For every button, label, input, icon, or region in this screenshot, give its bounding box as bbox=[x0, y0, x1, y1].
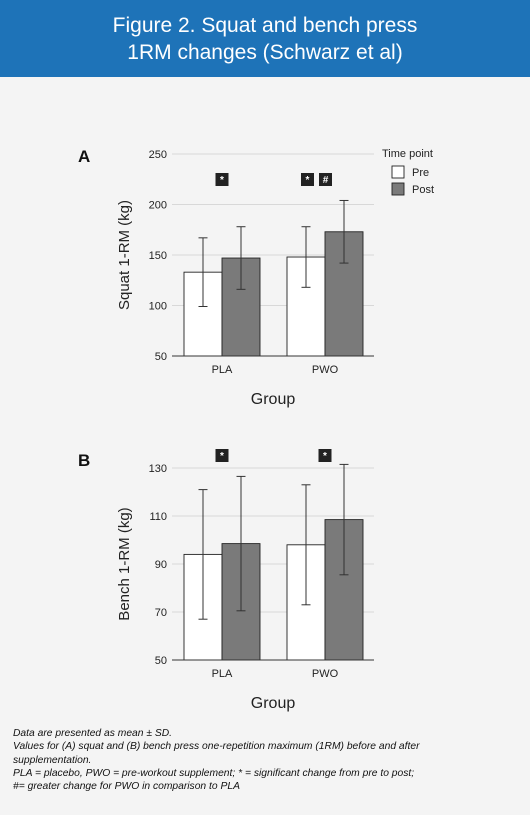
significance-marker: * bbox=[323, 451, 327, 462]
legend-label-post: Post bbox=[412, 184, 434, 196]
significance-marker: # bbox=[323, 175, 329, 186]
significance-marker: * bbox=[220, 451, 224, 462]
footnotes: Data are presented as mean ± SD. Values … bbox=[13, 727, 518, 793]
legend-title: Time point bbox=[382, 148, 433, 160]
figure-header: Figure 2. Squat and bench press 1RM chan… bbox=[0, 0, 530, 77]
y-tick-label: 90 bbox=[155, 559, 167, 571]
legend: Time point Pre Post bbox=[382, 148, 434, 196]
y-tick-label: 110 bbox=[149, 511, 167, 523]
y-tick-label: 50 bbox=[155, 351, 167, 363]
legend-swatch-pre bbox=[391, 165, 405, 179]
legend-swatch-post bbox=[391, 182, 405, 196]
x-tick-label: PWO bbox=[312, 364, 339, 376]
y-tick-label: 50 bbox=[155, 655, 167, 667]
significance-marker-box bbox=[318, 449, 332, 462]
y-tick-label: 150 bbox=[149, 250, 167, 262]
x-tick-label: PLA bbox=[212, 668, 233, 680]
x-axis-label: Group bbox=[251, 695, 296, 712]
footnote-line: Data are presented as mean ± SD. bbox=[13, 728, 173, 739]
panel-letter: A bbox=[78, 147, 90, 166]
figure-title-line-1: Figure 2. Squat and bench press bbox=[112, 13, 418, 37]
figure-title-line-2: 1RM changes (Schwarz et al) bbox=[127, 40, 403, 64]
x-tick-label: PLA bbox=[212, 364, 233, 376]
y-tick-label: 70 bbox=[155, 607, 167, 619]
significance-marker-box bbox=[215, 173, 229, 186]
y-tick-label: 130 bbox=[149, 463, 167, 475]
y-axis-label: Bench 1-RM (kg) bbox=[116, 507, 133, 620]
legend-label-pre: Pre bbox=[412, 167, 429, 179]
footnote-line: PLA = placebo, PWO = pre-workout supplem… bbox=[13, 767, 415, 779]
y-tick-label: 200 bbox=[149, 200, 167, 212]
footnote-line: supplementation. bbox=[13, 754, 92, 766]
footnote-line: Values for (A) squat and (B) bench press… bbox=[13, 741, 420, 753]
chart-panel-a: A 50 100 150 200 250 PLA PWO * * # Squat 1-RM (kg) G… bbox=[78, 147, 434, 408]
panel-letter: B bbox=[78, 451, 90, 470]
footnote-line: #= greater change for PWO in comparison … bbox=[13, 781, 240, 793]
y-tick-label: 250 bbox=[149, 149, 167, 161]
x-axis-label: Group bbox=[251, 391, 296, 408]
y-axis-label: Squat 1-RM (kg) bbox=[116, 200, 133, 310]
y-tick-label: 100 bbox=[149, 301, 167, 313]
significance-marker: * bbox=[220, 175, 224, 186]
x-tick-label: PWO bbox=[312, 668, 339, 680]
chart-panel-b: B 50 70 90 110 130 PLA PWO * * Bench 1-RM (kg) Grou… bbox=[78, 449, 374, 712]
significance-marker-box bbox=[301, 173, 314, 186]
significance-marker-box bbox=[215, 449, 229, 462]
significance-marker: * bbox=[306, 175, 310, 186]
charts-canvas: A 50 100 150 200 250 PLA PWO * * # Squat 1-RM (kg) G… bbox=[78, 147, 434, 712]
significance-marker-box bbox=[319, 173, 332, 186]
